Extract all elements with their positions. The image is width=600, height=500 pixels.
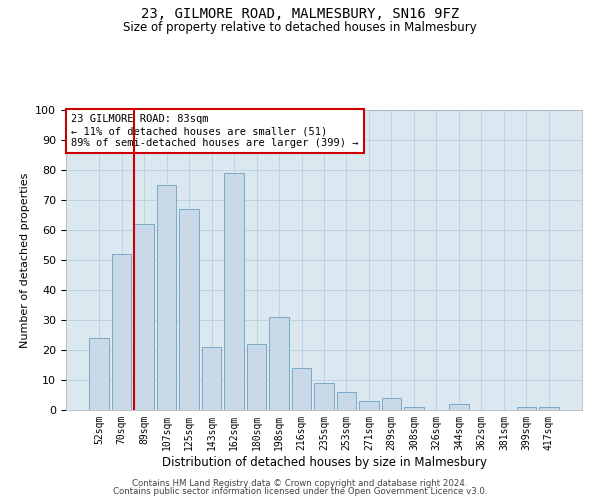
Text: 23, GILMORE ROAD, MALMESBURY, SN16 9FZ: 23, GILMORE ROAD, MALMESBURY, SN16 9FZ — [141, 8, 459, 22]
Bar — [517, 407, 536, 410]
Bar — [247, 344, 266, 410]
Text: Contains HM Land Registry data © Crown copyright and database right 2024.: Contains HM Land Registry data © Crown c… — [132, 478, 468, 488]
Bar — [404, 407, 424, 410]
Bar — [202, 347, 221, 410]
X-axis label: Distribution of detached houses by size in Malmesbury: Distribution of detached houses by size … — [161, 456, 487, 468]
Bar — [134, 224, 154, 410]
Bar — [269, 317, 289, 410]
Bar — [112, 254, 131, 410]
Bar — [179, 209, 199, 410]
Text: 23 GILMORE ROAD: 83sqm
← 11% of detached houses are smaller (51)
89% of semi-det: 23 GILMORE ROAD: 83sqm ← 11% of detached… — [71, 114, 359, 148]
Bar — [314, 383, 334, 410]
Bar — [449, 404, 469, 410]
Bar — [157, 185, 176, 410]
Bar — [359, 401, 379, 410]
Bar — [382, 398, 401, 410]
Text: Contains public sector information licensed under the Open Government Licence v3: Contains public sector information licen… — [113, 487, 487, 496]
Bar — [337, 392, 356, 410]
Bar — [224, 173, 244, 410]
Bar — [292, 368, 311, 410]
Y-axis label: Number of detached properties: Number of detached properties — [20, 172, 30, 348]
Bar — [539, 407, 559, 410]
Bar — [89, 338, 109, 410]
Text: Size of property relative to detached houses in Malmesbury: Size of property relative to detached ho… — [123, 21, 477, 34]
